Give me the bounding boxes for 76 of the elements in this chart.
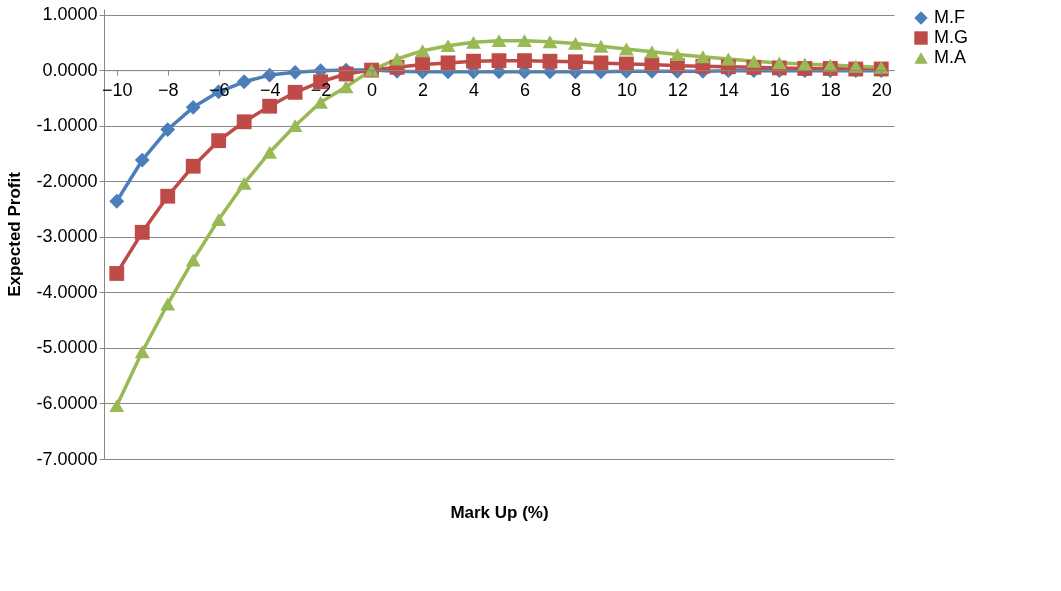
point [287, 84, 303, 100]
point [491, 53, 507, 69]
x-tick-label: 2 [418, 79, 429, 100]
x-tick-label: 12 [667, 79, 688, 100]
point [109, 266, 125, 281]
x-tick-label: 18 [820, 79, 841, 100]
point [262, 67, 278, 83]
x-tick-label: 10 [616, 79, 637, 100]
legend-label: M.G [934, 27, 968, 47]
point [338, 80, 354, 94]
point [415, 57, 430, 72]
legend-label: M.A [934, 47, 967, 67]
point [568, 37, 583, 50]
point [440, 39, 456, 53]
point [185, 253, 201, 267]
point [185, 158, 201, 174]
point [415, 44, 430, 58]
point [822, 58, 838, 72]
x-tick-label: 20 [871, 79, 892, 100]
x-tick-label: 6 [519, 79, 530, 100]
point [236, 177, 252, 190]
point [109, 399, 125, 413]
y-tick-label: 1.0000 [42, 4, 98, 25]
y-tick-label: -2.0000 [36, 170, 98, 191]
x-tick-label: 16 [769, 79, 790, 100]
point [517, 34, 532, 48]
point [466, 35, 481, 49]
point [185, 99, 201, 115]
x-tick-label: 4 [469, 79, 480, 100]
point [134, 345, 150, 359]
y-tick-label: -3.0000 [36, 226, 98, 247]
point [517, 53, 532, 69]
y-axis-title: Expected Profit [5, 171, 25, 297]
x-tick-label: −4 [259, 79, 281, 100]
point [669, 48, 685, 61]
point [236, 114, 252, 130]
y-tick-label: -1.0000 [36, 115, 98, 136]
point [134, 224, 150, 240]
point [848, 59, 864, 73]
point [466, 53, 481, 69]
point [211, 133, 227, 149]
point [542, 53, 558, 69]
legend-label: M.F [934, 7, 965, 27]
point [211, 213, 227, 226]
point [109, 193, 125, 209]
point [134, 152, 150, 168]
x-tick-label: 8 [570, 79, 581, 100]
point [695, 50, 711, 64]
y-tick-label: -7.0000 [36, 448, 98, 469]
x-tick-label: 14 [718, 79, 739, 100]
point [262, 145, 278, 159]
point [236, 74, 252, 90]
x-tick-label: −10 [101, 79, 133, 100]
point [262, 98, 278, 114]
y-tick-label: 0.0000 [42, 59, 98, 80]
point [160, 297, 176, 311]
point [160, 188, 176, 204]
point [568, 54, 583, 70]
y-tick-label: -6.0000 [36, 392, 98, 413]
point [160, 122, 176, 137]
x-axis-title: Mark Up (%) [450, 502, 549, 522]
point [644, 45, 660, 59]
point [491, 34, 507, 48]
y-tick-label: -5.0000 [36, 337, 98, 358]
point [797, 57, 813, 71]
x-tick-label: −8 [157, 79, 179, 100]
point [593, 55, 609, 71]
point [593, 39, 609, 53]
point [542, 35, 558, 49]
x-tick-label: 0 [367, 79, 378, 100]
y-tick-label: -4.0000 [36, 281, 98, 302]
point [389, 52, 405, 66]
point [287, 119, 303, 133]
point [619, 42, 634, 56]
point [720, 52, 736, 66]
point [440, 55, 456, 71]
